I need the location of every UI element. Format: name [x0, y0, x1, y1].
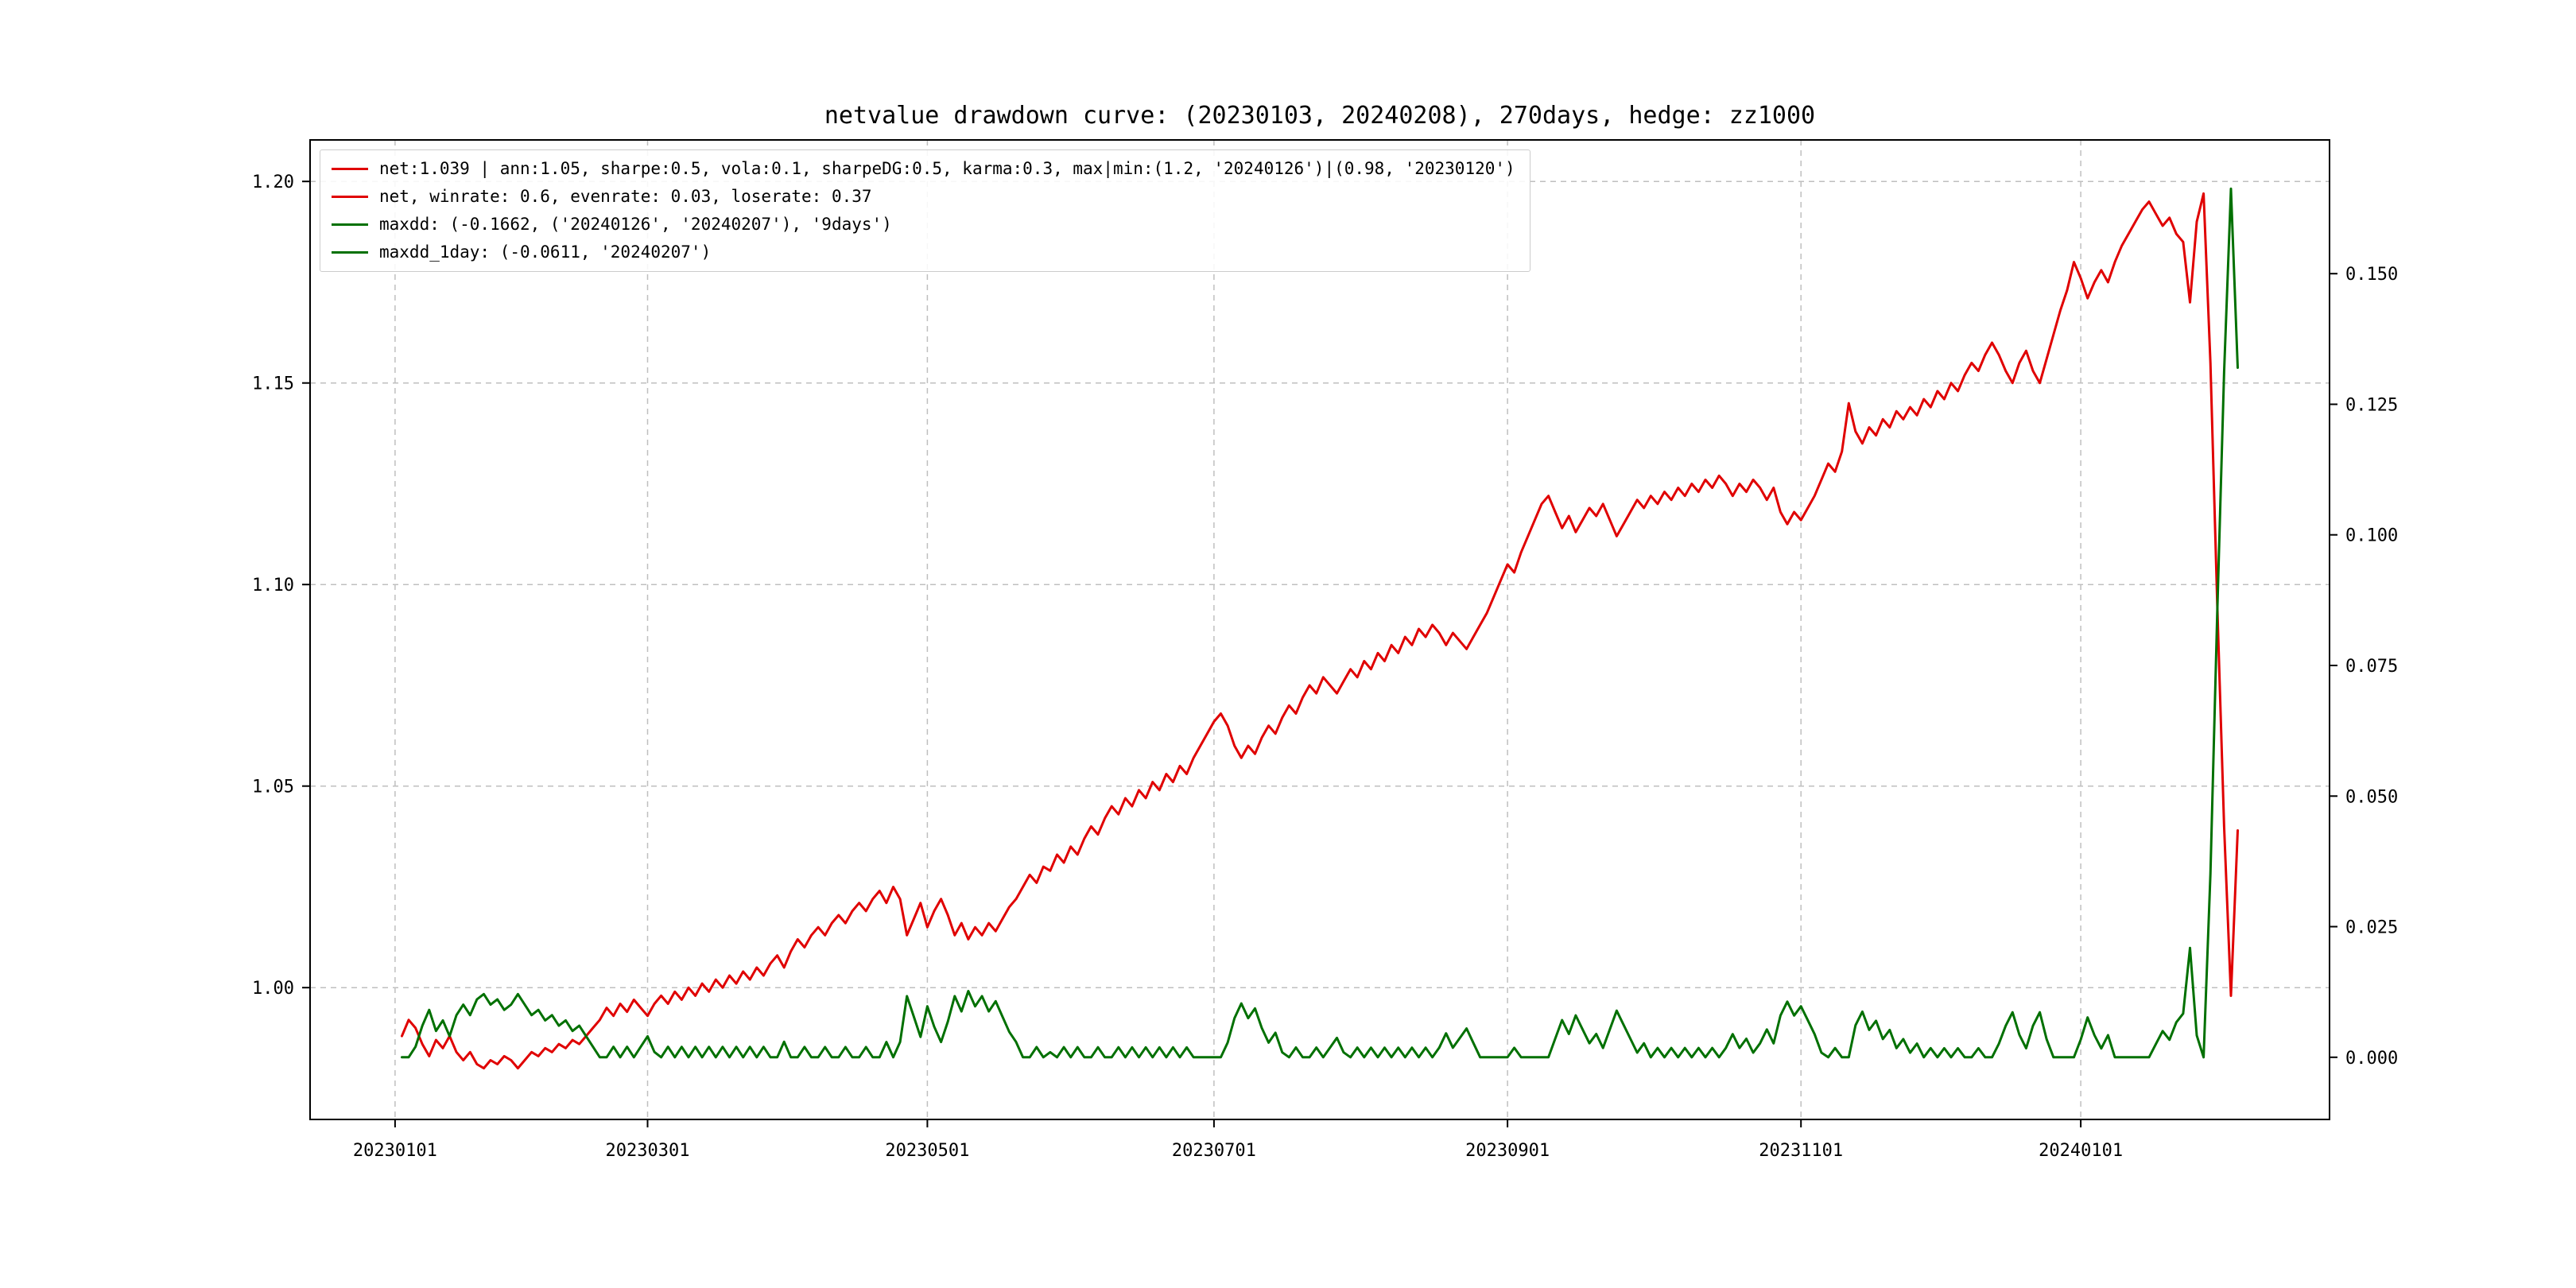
- legend-entry-net-rates: net, winrate: 0.6, evenrate: 0.03, loser…: [332, 187, 1515, 207]
- legend-entry-net-stats: net:1.039 | ann:1.05, sharpe:0.5, vola:0…: [332, 159, 1515, 179]
- y-left-tick-label: 1.10: [252, 576, 294, 596]
- x-tick-label: 20231101: [1759, 1141, 1843, 1161]
- drawdown-line-swatch: [332, 251, 368, 254]
- y-right-tick-label: 0.100: [2345, 526, 2398, 546]
- net-line-swatch: [332, 168, 368, 170]
- legend: net:1.039 | ann:1.05, sharpe:0.5, vola:0…: [320, 149, 1530, 272]
- legend-entry-maxdd: maxdd: (-0.1662, ('20240126', '20240207'…: [332, 215, 1515, 235]
- legend-label: maxdd: (-0.1662, ('20240126', '20240207'…: [379, 215, 892, 234]
- y-left-tick-label: 1.20: [252, 173, 294, 192]
- x-tick-label: 20230501: [885, 1141, 969, 1161]
- drawdown-line: [401, 187, 2239, 1059]
- y-right-tick-label: 0.000: [2345, 1049, 2398, 1069]
- x-tick-label: 20230301: [606, 1141, 690, 1161]
- chart-title: netvalue drawdown curve: (20230103, 2024…: [824, 102, 1816, 130]
- plot-border: [309, 139, 2330, 1120]
- y-right-tick-label: 0.050: [2345, 787, 2398, 807]
- legend-label: net, winrate: 0.6, evenrate: 0.03, loser…: [379, 187, 872, 206]
- net-line: [401, 192, 2239, 1070]
- x-tick-label: 20240101: [2039, 1141, 2123, 1161]
- y-left-tick-label: 1.00: [252, 979, 294, 999]
- legend-entry-maxdd-1day: maxdd_1day: (-0.0611, '20240207'): [332, 242, 1515, 262]
- y-right-tick-label: 0.125: [2345, 396, 2398, 416]
- y-right-tick-label: 0.025: [2345, 918, 2398, 938]
- legend-label: maxdd_1day: (-0.0611, '20240207'): [379, 242, 712, 262]
- y-right-tick-label: 0.075: [2345, 657, 2398, 677]
- net-line-swatch: [332, 196, 368, 198]
- y-left-tick-label: 1.15: [252, 374, 294, 394]
- x-tick-label: 20230901: [1465, 1141, 1550, 1161]
- x-tick-label: 20230101: [353, 1141, 437, 1161]
- drawdown-line-swatch: [332, 223, 368, 226]
- y-left-tick-label: 1.05: [252, 778, 294, 797]
- legend-label: net:1.039 | ann:1.05, sharpe:0.5, vola:0…: [379, 159, 1515, 178]
- y-right-tick-label: 0.150: [2345, 265, 2398, 285]
- x-tick-label: 20230701: [1172, 1141, 1256, 1161]
